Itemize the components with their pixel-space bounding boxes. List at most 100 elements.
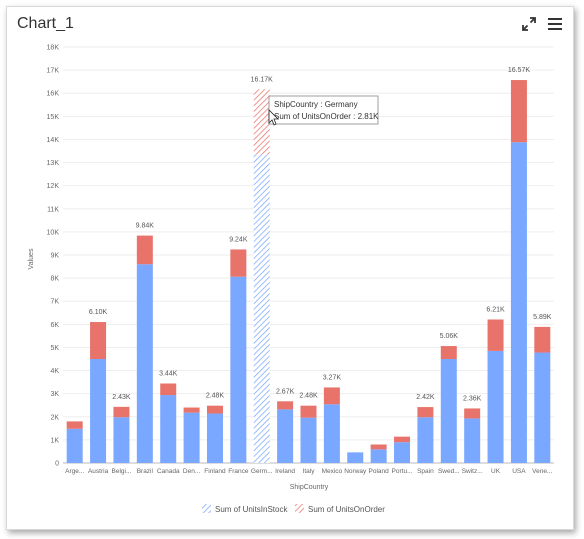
y-tick-label: 18K (47, 45, 60, 52)
bar-on-order[interactable] (323, 387, 340, 405)
y-tick-label: 5K (50, 345, 59, 352)
data-label: 2.48K (206, 393, 225, 400)
bar-on-order[interactable] (253, 89, 270, 155)
bar-in-stock[interactable] (206, 413, 223, 463)
tooltip-line-1: ShipCountry : Germany (274, 100, 358, 109)
y-tick-label: 0 (55, 461, 59, 468)
data-label: 5.06K (440, 333, 459, 340)
x-tick-label: Vene... (532, 468, 552, 475)
tooltip: ShipCountry : Germany Sum of UnitsOnOrde… (268, 95, 379, 126)
data-label: 5.89K (533, 314, 552, 321)
chart-title: Chart_1 (17, 15, 74, 32)
data-label: 2.48K (299, 393, 318, 400)
x-tick-label: Portu... (392, 468, 413, 475)
bar-in-stock[interactable] (136, 264, 153, 463)
bar-in-stock[interactable] (347, 452, 364, 463)
x-tick-label: USA (512, 468, 526, 475)
y-tick-label: 16K (47, 91, 60, 98)
x-tick-label: Ireland (275, 468, 295, 475)
data-label: 16.17K (251, 76, 274, 83)
bar-in-stock[interactable] (277, 409, 294, 463)
x-tick-label: Canada (157, 468, 180, 475)
x-tick-label: Spain (417, 468, 434, 475)
chart-widget: Chart_1 0 1K 2K 3K 4K 5K 6K 7K 8K 9K 10K 11K 12K 13K 1… (6, 6, 574, 530)
bar-on-order[interactable] (370, 444, 387, 450)
bar-on-order[interactable] (90, 322, 107, 359)
x-tick-label: Poland (369, 468, 390, 475)
data-label: 9.84K (136, 223, 155, 230)
bar-in-stock[interactable] (510, 142, 527, 463)
y-axis-label: Values (28, 248, 35, 269)
y-tick-label: 3K (50, 391, 59, 398)
bar-on-order[interactable] (277, 401, 294, 410)
legend-label-on-order: Sum of UnitsOnOrder (308, 505, 385, 514)
bar-in-stock[interactable] (160, 395, 177, 463)
bar-on-order[interactable] (417, 407, 434, 418)
legend-item-in-stock[interactable]: Sum of UnitsInStock (202, 504, 288, 514)
data-label: 6.10K (89, 309, 108, 316)
legend-label-in-stock: Sum of UnitsInStock (215, 505, 288, 514)
x-tick-label: Brazil (137, 468, 154, 475)
bar-on-order[interactable] (510, 80, 527, 143)
chart-toolbar (521, 16, 563, 32)
bar-on-order[interactable] (66, 421, 83, 429)
bar-in-stock[interactable] (66, 428, 83, 463)
bar-on-order[interactable] (160, 383, 177, 396)
data-label: 3.44K (159, 370, 178, 377)
bar-in-stock[interactable] (323, 404, 340, 463)
data-label: 9.24K (229, 236, 248, 243)
bar-in-stock[interactable] (394, 442, 411, 463)
bar-in-stock[interactable] (534, 352, 551, 463)
data-label: 16.57K (508, 67, 531, 74)
bar-in-stock[interactable] (230, 276, 247, 463)
bar-on-order[interactable] (487, 319, 504, 351)
bar-on-order[interactable] (230, 249, 247, 277)
data-label: 6.21K (486, 306, 505, 313)
menu-icon[interactable] (547, 16, 563, 32)
y-tick-label: 13K (47, 160, 60, 167)
x-tick-label: Italy (303, 468, 316, 475)
x-tick-label: Mexico (322, 468, 343, 475)
bar-on-order[interactable] (206, 405, 223, 414)
bar-in-stock[interactable] (300, 417, 317, 463)
x-tick-label: Norway (344, 468, 367, 475)
bar-on-order[interactable] (183, 407, 200, 413)
x-tick-label: Switz... (462, 468, 483, 475)
bar-in-stock[interactable] (417, 417, 434, 463)
y-tick-label: 2K (50, 414, 59, 421)
bar-on-order[interactable] (464, 408, 481, 419)
bar-on-order[interactable] (394, 436, 411, 443)
bar-in-stock[interactable] (253, 154, 270, 464)
y-tick-label: 1K (50, 437, 59, 444)
y-tick-label: 10K (47, 229, 60, 236)
x-tick-label: UK (491, 468, 501, 475)
expand-icon[interactable] (521, 16, 537, 32)
legend-item-on-order[interactable]: Sum of UnitsOnOrder (295, 504, 385, 514)
bar-in-stock[interactable] (370, 449, 387, 463)
bar-on-order[interactable] (113, 406, 130, 418)
legend-swatch-on-order (295, 504, 304, 513)
bar-in-stock[interactable] (440, 359, 457, 463)
bar-on-order[interactable] (534, 326, 551, 353)
bar-on-order[interactable] (440, 346, 457, 359)
y-tick-label: 11K (47, 206, 59, 213)
bar-on-order[interactable] (136, 235, 153, 265)
x-tick-label: Den... (183, 468, 201, 475)
x-tick-label: Germ... (251, 468, 273, 475)
bar-in-stock[interactable] (487, 350, 504, 463)
y-tick-label: 8K (50, 276, 59, 283)
data-label: 2.67K (276, 388, 295, 395)
legend: Sum of UnitsInStock Sum of UnitsOnOrder (202, 504, 385, 514)
y-tick-label: 4K (50, 368, 59, 375)
bar-on-order[interactable] (300, 405, 317, 418)
y-tick-label: 9K (50, 253, 59, 260)
x-tick-label: Swed... (438, 468, 460, 475)
bar-in-stock[interactable] (464, 418, 481, 463)
y-tick-label: 15K (47, 114, 60, 121)
y-tick-label: 12K (47, 183, 60, 190)
x-tick-label: Arge... (65, 468, 84, 475)
bar-in-stock[interactable] (113, 417, 130, 463)
y-tick-label: 17K (47, 68, 60, 75)
bar-in-stock[interactable] (183, 412, 200, 463)
bar-in-stock[interactable] (90, 359, 107, 463)
